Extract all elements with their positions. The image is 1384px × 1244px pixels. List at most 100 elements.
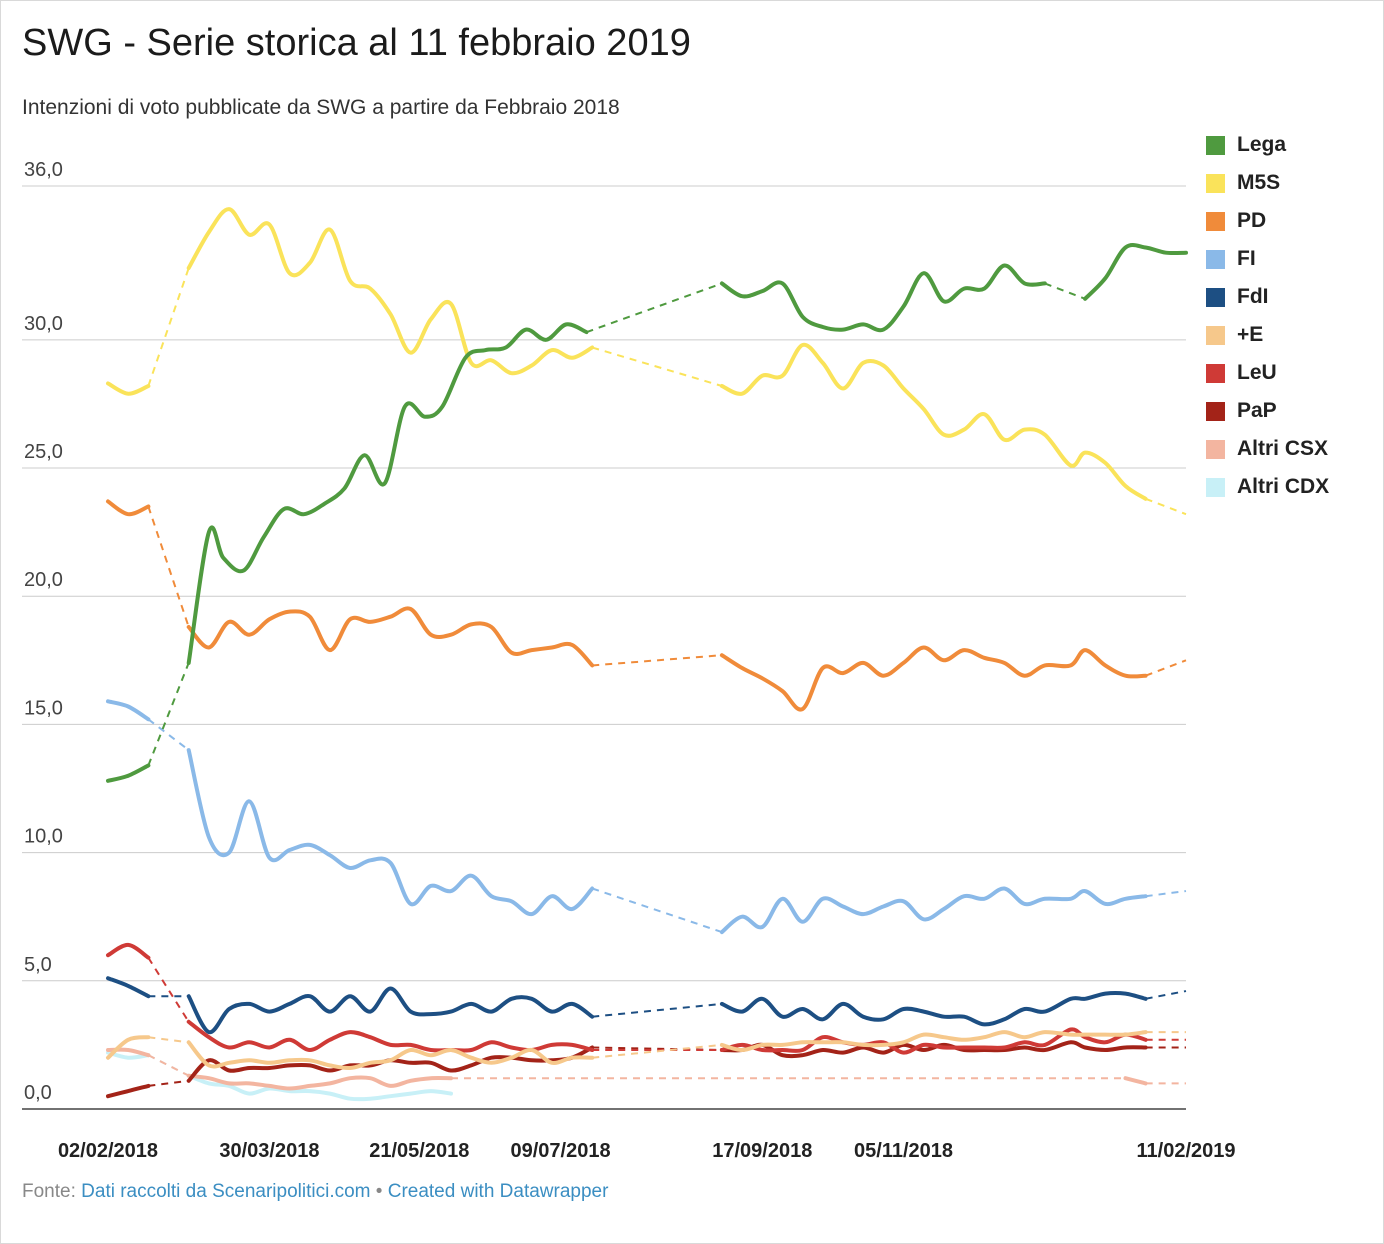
series-m5s [106,207,1187,516]
x-tick-label: 17/09/2018 [712,1140,812,1162]
y-tick-label: 5,0 [24,954,52,976]
series-gap-connector [1145,659,1187,677]
series-line [186,1019,595,1053]
legend-item-fdi: FdI [1206,278,1329,316]
legend-label: LeU [1237,361,1277,384]
legend-swatch [1206,135,1225,155]
series-line [106,699,151,722]
series-fdi [106,976,1187,1035]
x-axis-labels: 02/02/2018 30/03/2018 21/05/2018 09/07/2018… [58,1140,1236,1162]
y-tick-label: 15,0 [24,697,63,719]
legend-item-e: +E [1206,316,1329,354]
series-line [106,1083,151,1099]
series-gap-connector [592,1043,723,1059]
series-gap-connector [1145,990,1187,1000]
legend-item-m5s: M5S [1206,164,1329,202]
series-gap-connector [591,887,723,934]
legend-swatch [1206,173,1225,193]
series-line [719,991,1148,1027]
legend-item-altri-csx: Altri CSX [1206,430,1329,468]
series-line [106,1035,151,1060]
series-gap-connector [591,346,723,387]
series-gap-connector [147,957,190,1023]
series-fi [106,699,1187,935]
series-line [106,942,151,960]
legend-item-fi: FI [1206,240,1329,278]
chart-subtitle: Intenzioni di voto pubblicate da SWG a p… [22,96,620,119]
legend-item-pd: PD [1206,202,1329,240]
series-line [719,342,1148,501]
series-line [719,263,1047,333]
series-line [186,207,595,376]
series-line [186,606,595,668]
legend-label: PaP [1237,399,1277,422]
legend-swatch [1206,477,1225,497]
series-gap-connector [1145,497,1187,516]
legend-swatch [1206,211,1225,231]
legend-swatch [1206,287,1225,307]
series-line [106,763,151,783]
series-line [719,1027,1148,1055]
series-line [106,381,151,396]
series-gap-connector [1145,890,1187,898]
x-tick-label: 30/03/2018 [219,1140,319,1162]
series-gap-connector [147,267,190,387]
legend: Lega M5S PD FI FdI +E LeU PaP Altri CSX Altri CDX [1206,126,1329,506]
legend-label: Altri CDX [1237,475,1330,498]
series-lega [106,243,1188,783]
series-line [719,1030,1148,1052]
series-gap-connector [147,506,190,628]
legend-label: Altri CSX [1237,437,1329,460]
chart-title: SWG - Serie storica al 11 febbraio 2019 [22,22,691,64]
legend-swatch [1206,249,1225,269]
legend-label: +E [1237,323,1264,346]
series-line [186,1040,595,1071]
legend-label: Lega [1237,133,1287,156]
series-gap-connector [592,1002,723,1018]
series-line [186,1045,595,1083]
series-gap-connector [147,1054,190,1077]
legend-item-lega: Lega [1206,126,1329,164]
series-line [1083,243,1188,301]
legend-label: FdI [1237,285,1269,308]
legend-item-altri-cdx: Altri CDX [1206,468,1329,506]
series-gap-connector [147,662,190,766]
legend-swatch [1206,325,1225,345]
y-tick-label: 30,0 [24,313,63,335]
footer: Fonte: Dati raccolti da Scenaripolitici.… [22,1181,608,1203]
gridlines [22,185,1186,1110]
series-e [106,1030,1186,1071]
legend-label: PD [1237,209,1267,232]
legend-swatch [1206,363,1225,383]
series-line [719,645,1148,712]
legend-item-leu: LeU [1206,354,1329,392]
x-tick-label: 05/11/2018 [854,1140,953,1162]
series-line [106,1047,151,1058]
series-line [186,1073,453,1102]
datawrapper-link[interactable]: Created with Datawrapper [387,1181,609,1202]
legend-swatch [1206,439,1225,459]
series-line [186,986,595,1035]
series-pd [106,499,1187,712]
series-altri-csx [106,1047,1186,1091]
series-gap-connector [1044,282,1086,300]
legend-label: M5S [1237,171,1281,194]
series-gap-connector [147,718,190,751]
series-gap-connector [148,1079,189,1087]
series-lines [106,207,1188,1102]
source-link[interactable]: Dati raccolti da Scenaripolitici.com [81,1181,371,1202]
x-tick-label: 09/07/2018 [510,1140,610,1162]
legend-item-pap: PaP [1206,392,1329,430]
series-line [186,748,595,917]
y-tick-label: 20,0 [24,569,63,591]
series-line [106,976,151,999]
series-gap-connector [592,654,723,667]
legend-swatch [1206,401,1225,421]
series-line [106,499,151,517]
source-prefix: Fonte: [22,1181,82,1202]
series-line [719,886,1148,935]
x-tick-label: 02/02/2018 [58,1140,158,1162]
y-tick-label: 0,0 [24,1082,52,1104]
y-tick-label: 25,0 [24,441,63,463]
